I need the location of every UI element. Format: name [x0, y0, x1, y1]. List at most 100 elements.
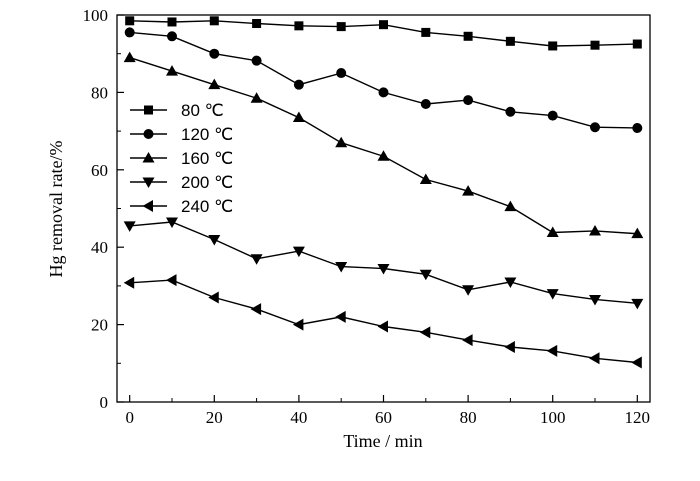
data-point — [631, 356, 642, 369]
legend-label: 80 ℃ — [181, 101, 224, 120]
data-point — [548, 41, 558, 51]
y-axis-title: Hg removal rate/% — [46, 141, 66, 278]
data-point — [377, 263, 390, 275]
data-point — [377, 320, 388, 333]
x-tick-label: 60 — [375, 408, 392, 427]
x-axis-title: Time / min — [343, 431, 422, 451]
data-point — [208, 291, 219, 304]
data-point — [631, 298, 644, 310]
legend-label: 120 ℃ — [181, 125, 233, 144]
legend-marker — [143, 129, 154, 139]
data-point — [209, 48, 220, 59]
y-tick-label: 40 — [91, 238, 108, 257]
legend-item: 200 ℃ — [130, 173, 233, 192]
y-tick-label: 0 — [100, 393, 109, 412]
legend-label: 240 ℃ — [181, 197, 233, 216]
data-point — [546, 344, 558, 357]
data-point — [504, 277, 517, 289]
data-point — [123, 221, 136, 232]
legend-item: 160 ℃ — [130, 149, 233, 168]
data-point — [419, 269, 432, 281]
series-line — [129, 279, 638, 364]
data-point — [463, 31, 473, 41]
data-point — [123, 276, 135, 289]
legend-item: 120 ℃ — [130, 125, 233, 144]
data-point — [292, 246, 305, 258]
data-point — [292, 318, 304, 331]
legend-item: 240 ℃ — [130, 197, 233, 216]
series-1 — [125, 16, 642, 51]
axis-ticks: 0 20 40 60 80 100 120 0 20 40 60 80 100 — [83, 6, 651, 427]
data-point — [208, 78, 221, 90]
data-point — [589, 224, 602, 236]
series-line — [129, 221, 638, 304]
legend-item: 80 ℃ — [130, 101, 224, 120]
data-point — [125, 16, 135, 26]
series-layer — [123, 16, 644, 369]
legend-marker — [142, 152, 155, 163]
data-point — [165, 274, 177, 287]
x-tick-label: 0 — [125, 408, 134, 427]
series-2 — [124, 27, 643, 134]
x-tick-label: 80 — [460, 408, 477, 427]
data-point — [251, 55, 262, 66]
data-point — [505, 106, 516, 117]
data-point — [377, 150, 390, 161]
legend-marker — [142, 177, 155, 188]
x-tick-label: 20 — [206, 408, 223, 427]
data-point — [379, 20, 388, 30]
series-5 — [123, 274, 642, 369]
data-point — [335, 310, 346, 323]
data-point — [504, 200, 517, 212]
legend: 80 ℃ 120 ℃ 160 ℃ 200 ℃ 240 ℃ — [130, 101, 233, 216]
data-point — [590, 122, 601, 133]
x-tick-label: 40 — [290, 408, 307, 427]
data-point — [252, 19, 262, 29]
y-tick-label: 80 — [91, 83, 108, 102]
x-tick-label: 120 — [625, 408, 651, 427]
series-3 — [123, 51, 644, 239]
legend-label: 200 ℃ — [181, 173, 233, 192]
data-point — [462, 185, 475, 196]
data-point — [420, 99, 431, 110]
data-point — [124, 27, 135, 38]
data-point — [632, 39, 642, 49]
data-point — [335, 262, 348, 273]
data-point — [292, 111, 305, 123]
data-point — [378, 87, 389, 98]
data-point — [589, 294, 602, 306]
data-point — [421, 27, 431, 37]
data-point — [335, 136, 348, 148]
data-point — [336, 68, 347, 79]
data-point — [590, 40, 600, 50]
data-point — [419, 173, 432, 184]
data-point — [250, 92, 263, 103]
data-point — [165, 217, 178, 229]
data-point — [462, 334, 473, 347]
y-tick-label: 20 — [91, 316, 108, 335]
legend-marker — [144, 105, 153, 115]
data-point — [166, 31, 177, 42]
data-point — [167, 17, 177, 27]
series-4 — [123, 217, 644, 310]
y-tick-label: 100 — [83, 6, 109, 25]
data-point — [546, 289, 559, 300]
data-point — [463, 95, 474, 106]
data-point — [165, 65, 178, 76]
data-point — [504, 341, 515, 354]
data-point — [209, 16, 219, 26]
data-point — [631, 227, 644, 239]
data-point — [419, 326, 431, 339]
y-tick-label: 60 — [91, 161, 108, 180]
data-point — [589, 352, 600, 365]
legend-label: 160 ℃ — [181, 149, 233, 168]
data-point — [462, 285, 475, 296]
data-point — [336, 22, 346, 32]
data-point — [632, 123, 643, 134]
data-point — [505, 36, 515, 46]
data-point — [293, 79, 304, 90]
x-tick-label: 100 — [540, 408, 566, 427]
data-point — [547, 110, 558, 121]
data-point — [123, 51, 136, 63]
data-point — [250, 303, 262, 316]
